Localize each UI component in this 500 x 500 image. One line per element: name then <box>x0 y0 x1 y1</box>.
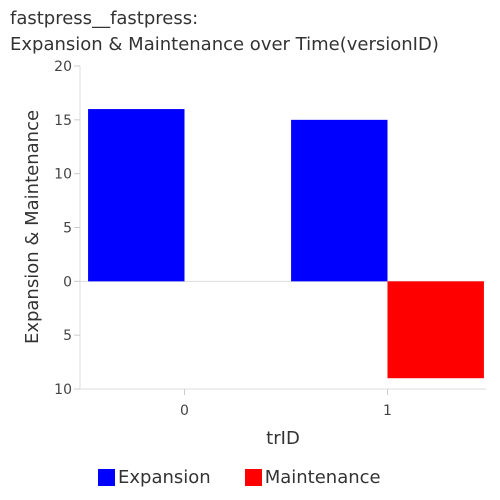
bar-expansion-1[interactable] <box>291 119 388 282</box>
y-tick-label: 5 <box>63 221 72 237</box>
chart-title-line1: fastpress__fastpress: <box>10 8 199 29</box>
legend: Expansion Maintenance <box>98 466 415 488</box>
chart-bars <box>88 109 484 379</box>
y-tick-label: 0 <box>63 274 72 290</box>
bar-expansion-0[interactable] <box>88 109 185 282</box>
legend-swatch-maintenance <box>244 468 262 486</box>
chart-title: fastpress__fastpress: Expansion & Mainte… <box>10 6 439 58</box>
legend-swatch-expansion <box>98 468 115 486</box>
x-axis-label: trID <box>266 428 300 449</box>
x-tick-label: 0 <box>180 403 189 419</box>
y-tick-label: 10 <box>54 167 72 183</box>
legend-item-expansion[interactable]: Expansion <box>98 467 211 488</box>
chart-title-line2: Expansion & Maintenance over Time(versio… <box>10 34 439 55</box>
legend-label-expansion: Expansion <box>118 466 211 488</box>
y-tick-label: 15 <box>54 113 72 129</box>
legend-label-maintenance: Maintenance <box>264 466 381 488</box>
bar-maintenance-1[interactable] <box>387 281 484 379</box>
legend-item-maintenance[interactable]: Maintenance <box>244 466 381 488</box>
x-tick-label: 1 <box>383 403 392 419</box>
chart-axes: 20 15 10 5 0 5 10 0 1 <box>54 59 486 419</box>
y-tick-label: 5 <box>63 328 72 344</box>
y-axis-label: Expansion & Maintenance <box>22 110 43 344</box>
y-tick-label: 20 <box>54 59 72 75</box>
y-tick-label: 10 <box>54 382 72 398</box>
